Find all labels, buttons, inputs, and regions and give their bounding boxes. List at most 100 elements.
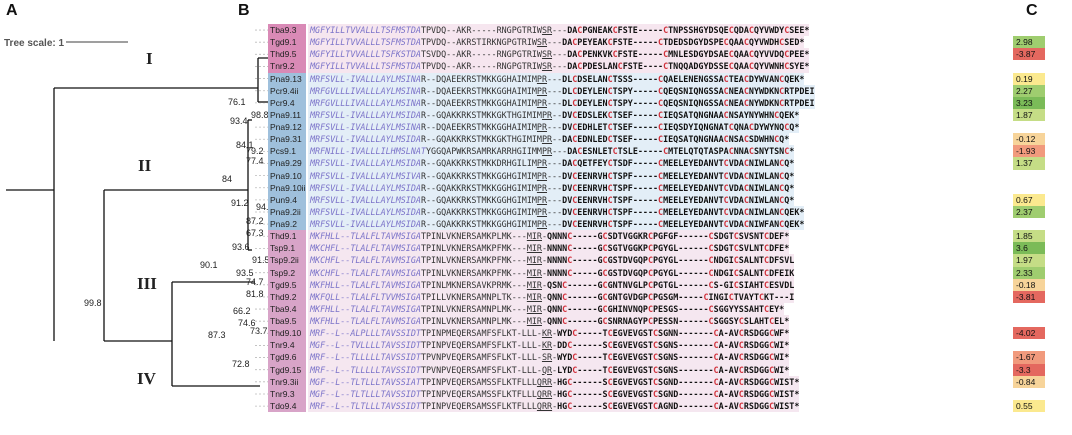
signal-peptide: MRFGVLLLIVALLLAYLMSINA	[310, 97, 421, 108]
signal-peptide: MRF--L--TLLLLLTAVSSIDT	[310, 352, 421, 363]
mature-peptide: DVCEENRVHCTSPF-----CMEELEYEDANVTCVDACNIW…	[562, 170, 795, 181]
species-label: Pna9.10ii	[268, 181, 306, 194]
cleavage-site: SR	[541, 49, 553, 60]
cleavage-site: MIR	[526, 231, 542, 242]
mature-peptide: QNNC------GCGHINVNQPCPESGS------CSGGYYSS…	[547, 303, 785, 314]
species-label: Tdo9.4	[268, 399, 306, 412]
species-label: Tsp9.2ii	[268, 254, 306, 267]
alignment-row: Tgd9.15 MRF--L--TLLLLLTAVSSIDTTPVNPVEQERS…	[268, 363, 1044, 376]
species-label: Tnr9.3	[268, 387, 306, 400]
alignment-row: Pun9.4 MRFSVLL-IVALLLAYLMSIDAR--GQAKKRKST…	[268, 193, 1044, 206]
species-label: Pna9.2	[268, 218, 306, 231]
gap: ---	[547, 37, 563, 48]
signal-peptide: MRFNILL-IVALLLILHMSLNAT	[310, 146, 426, 157]
bootstrap-b1: 93.4	[230, 116, 248, 126]
cleavage-site: SR	[541, 25, 553, 35]
propeptide: YGGQAPWKRSAMRKARRHGIIMM	[425, 146, 542, 157]
propeptide: TSVDQ--AKR-----RNGPGTRIW	[420, 49, 542, 60]
bootstrap-b4: 84.1	[236, 140, 254, 150]
species-label: Tsp9.1	[268, 242, 306, 255]
cleavage-site: PR	[536, 182, 548, 193]
bootstrap-b14: 90.1	[200, 260, 218, 270]
bootstrap-b15: 93.5	[236, 268, 254, 278]
species-label: Tnr9.4	[268, 339, 306, 352]
score-cell: 0.55	[1013, 399, 1045, 412]
bootstrap-b23: 72.8	[232, 359, 250, 369]
mature-peptide: DLCDEYLENCTSPY-----CQEQSNIQNGSSACNEACNYW…	[562, 85, 815, 96]
alignment-row: Pna9.2ii MRFSVLL-IVALLLAYLMSIDAR--GQAKKRK…	[268, 205, 1044, 218]
gap: -	[541, 243, 548, 254]
alignment-row: Pna9.10 MRFSVLL-IVALLLAYLMSIVAR--GQAKKRKS…	[268, 169, 1044, 182]
sequence: MRFSVLL-IVALLLAYLMSIVAR--GQAKKRKSTMKKGGH…	[308, 169, 795, 182]
signal-peptide: MRF--L--ALPLLLTAVSSIDT	[310, 328, 421, 339]
score-cell: 1.97	[1013, 254, 1045, 267]
bootstrap-b20: 74.6	[238, 318, 256, 328]
bootstrap-b17: 81.8	[246, 289, 264, 299]
bootstrap-b5: 79.2	[246, 146, 264, 156]
propeptide: TPVNPVEQERSAMFSFLKT-LLL-	[420, 352, 542, 363]
propeptide: TPILLVKNERSAMNPLTK---	[420, 291, 527, 302]
clade-label-ii: II	[138, 156, 152, 175]
mature-peptide: NNNNC-----GCSGTVGGKPCPGYGL------CSDGTCSV…	[547, 243, 790, 254]
gap: -	[541, 255, 548, 266]
propeptide: R--GQAKKRKSTMKKGGHGIMIM	[420, 182, 537, 193]
cleavage-site: QRR	[536, 400, 553, 411]
cleavage-site: QRR	[536, 388, 553, 399]
sequence: MGF--L--TLTLLLTAVSSIATTPINPVEQERSAMSSFLK…	[308, 375, 800, 388]
signal-peptide: MKFQLL--TLALFLTVVMSIGA	[310, 291, 421, 302]
score-cell: 3.23	[1013, 96, 1045, 109]
sequence: MKCHFL--TLALFLTAVMSIGATPINLVKNERSAMKPFMK…	[308, 266, 795, 279]
propeptide: R--GQAKKRKSTMKKGKTHGIMIM	[420, 109, 542, 120]
signal-peptide: MRFSVLL-IVALLLAYLMSIDA	[310, 194, 421, 205]
mature-peptide: DACPDESLANCFSTE----CTNQQADGYDSSECQAACQYV…	[567, 61, 810, 72]
alignment-row: Pna9.12 MRFSVLL-IVALLLAYLMSINAR--DQAEEKRS…	[268, 121, 1044, 134]
alignment-row: Pna9.2 MRFSVLL-IVALLLAYLMSIDAR--GQAKKRKST…	[268, 218, 1044, 231]
cleavage-site: SR	[536, 37, 548, 48]
propeptide: TPINPVEQERSAMSSFLKTFLLL	[420, 388, 537, 399]
signal-peptide: MRFSVLL-IVALLLAYLMSINA	[310, 122, 421, 132]
alignment-row: Tgd9.6 MRF--L--TLLLLLTAVSSIDTTPVNPVEQERSA…	[268, 351, 1044, 364]
sequence: MKCHFL--TLALFLTAVMSIGATPINLVKNERSAMKPFMK…	[308, 254, 795, 267]
mature-peptide: WYDC-----TCEGVEVGSTCSGNS-------CA-AVCRSD…	[557, 352, 790, 363]
propeptide: TPINLVKNERSAMKPFMK---	[420, 267, 527, 278]
signal-peptide: MKFHLL--TLALFLTAVMSIGA	[310, 231, 421, 242]
propeptide: TPINLVKNERSAMKPFMK---	[420, 243, 527, 254]
mature-peptide: NNNNC-----GCGSTDVGQPCPGYGL------CNDGICSA…	[547, 267, 795, 278]
score-cell: -0.12	[1013, 133, 1045, 146]
mature-peptide: QNNC------GCSNRNAGYPCPESSN------CSGGSYCS…	[547, 316, 790, 326]
gap: ---	[552, 61, 568, 72]
propeptide: R--DQAEEKRSTMKKGGHAIMIM	[420, 122, 537, 132]
species-label: Pna9.10	[268, 169, 306, 182]
clade-label-iii: III	[137, 274, 157, 293]
alignment-row: Thd9.2 MKFQLL--TLALFLTVVMSIGATPILLVKNERSA…	[268, 290, 1044, 303]
species-label: Pna9.12	[268, 121, 306, 134]
sequence: MGFYILLTVVALLLTSFMSTDATPVDQ--AKR-----RNG…	[308, 60, 810, 73]
propeptide: TPINLVKNERSAMKPLMK---	[420, 231, 527, 242]
cleavage-site: PR	[536, 170, 548, 181]
sequence: MRF--L--ALPLLLTAVSSIDTTPINPMEQERSAMFSFLK…	[308, 327, 790, 340]
mature-peptide: DACEDNLEDCTSEF-----CIEQSATQNGNAACNSACSDW…	[562, 134, 790, 145]
species-label: Pna9.13	[268, 72, 306, 85]
bootstrap-b6: 77.4	[246, 156, 264, 166]
signal-peptide: MRF--L--TLTLLLTAVSSIDT	[310, 400, 421, 411]
sequence: MKFHLL--TLALFLTAVMSIGATPINLMKNERSAVKPRMK…	[308, 278, 795, 291]
gap: -	[541, 303, 548, 314]
gap: --	[552, 109, 563, 120]
score-column: 2.98 -3.87 0.19 2.27 3.23 1.87 -0.12 -1.93 1.37 0…	[1013, 24, 1045, 412]
sequence: MRFGVLLLIVALLLAYLMSINAR--DQAEEKRSTMKKGGH…	[308, 84, 815, 97]
clade-label-iv: IV	[137, 369, 157, 388]
cleavage-site: MIR	[526, 243, 542, 254]
panel-label-b: B	[238, 2, 250, 19]
alignment-row: Pna9.31 MRFSVLL-IVALLLAYLMSIDAR--GQAKKRKS…	[268, 133, 1044, 146]
species-label: Tba9.3	[268, 24, 306, 37]
alignment-row: Tsp9.2ii MKCHFL--TLALFLTAVMSIGATPINLVKNER…	[268, 254, 1044, 267]
sequence: MRF--L--TLLLLLTAVSSIDTTPVNPVEQERSAMFSFLK…	[308, 363, 790, 376]
score-cell	[1013, 218, 1045, 230]
sequence: MRFSVLL-IVALLLAYLMSIDAR--GQAKKRKSTMKKGKT…	[308, 108, 800, 121]
mature-peptide: DDC------SCEGVEVGSTCSGNS-------CA-AVCRSD…	[557, 340, 790, 351]
species-label: Tba9.4	[268, 302, 306, 315]
signal-peptide: MRFSVLL-IVALLLAYLMSIDA	[310, 219, 421, 229]
clade-label-i: I	[146, 49, 153, 68]
cleavage-site: QR	[541, 364, 553, 375]
cleavage-site: KR	[541, 328, 553, 339]
